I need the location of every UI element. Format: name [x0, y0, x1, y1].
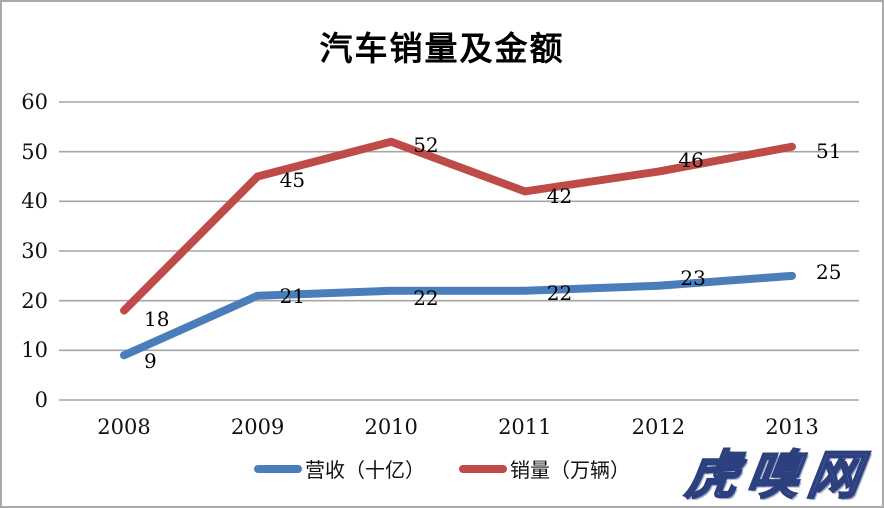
chart-title: 汽车销量及金额 [319, 29, 565, 68]
data-label-series1-2013: 51 [816, 138, 842, 163]
data-label-series1-2010: 52 [413, 132, 439, 157]
y-tick-label: 0 [34, 388, 48, 412]
legend-label-revenue: 营收（十亿） [305, 458, 425, 482]
data-label-series0-2009: 21 [279, 283, 306, 308]
x-tick-label: 2012 [631, 415, 686, 439]
data-label-series0-2010: 22 [413, 285, 439, 310]
data-label-series1-2012: 46 [678, 147, 704, 172]
x-tick-label: 2011 [498, 415, 552, 439]
x-tick-label: 2008 [97, 415, 151, 439]
x-tick-label: 2009 [230, 415, 285, 439]
y-tick-label: 60 [21, 90, 48, 114]
series-line-1 [120, 137, 796, 315]
series-line-0 [120, 271, 796, 360]
y-tick-label: 40 [21, 189, 48, 214]
data-label-series0-2012: 23 [680, 265, 706, 290]
legend: 营收（十亿） 销量（万辆） [2, 454, 882, 483]
data-label-series0-2008: 9 [144, 349, 157, 374]
legend-item-revenue: 营收（十亿） [254, 454, 425, 483]
data-label-series0-2013: 25 [816, 259, 842, 284]
y-tick-label: 10 [21, 338, 48, 363]
legend-label-sales: 销量（万辆） [510, 458, 630, 482]
data-label-series0-2011: 22 [546, 280, 573, 305]
sales-line-swatch [459, 464, 507, 473]
x-tick-label: 2010 [364, 415, 418, 439]
revenue-line-swatch [254, 464, 302, 473]
huxiu-watermark: 虎嗅网 [681, 444, 875, 506]
x-tick-label: 2013 [765, 415, 819, 439]
data-label-series1-2008: 18 [144, 306, 170, 331]
legend-item-sales: 销量（万辆） [459, 454, 630, 483]
data-label-series1-2009: 45 [279, 167, 306, 192]
y-tick-label: 30 [21, 239, 48, 263]
y-tick-label: 20 [21, 288, 48, 313]
data-label-series1-2011: 42 [546, 184, 573, 209]
y-tick-label: 50 [21, 139, 48, 164]
